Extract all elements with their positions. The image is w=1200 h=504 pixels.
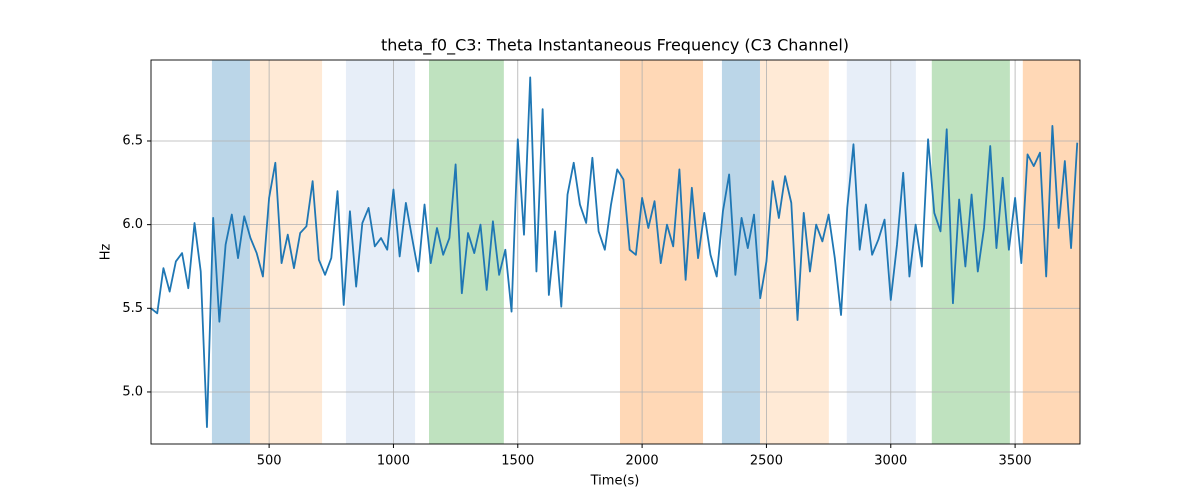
plot-frame bbox=[150, 59, 1081, 445]
y-tick-label: 6.5 bbox=[122, 133, 143, 148]
shaded-span bbox=[721, 60, 760, 444]
x-axis-label: Time(s) bbox=[590, 474, 640, 489]
shaded-span bbox=[345, 60, 416, 444]
y-tick-label: 5.0 bbox=[122, 384, 143, 399]
shaded-span bbox=[249, 60, 323, 444]
shaded-span bbox=[1022, 60, 1080, 444]
x-tick-label: 2000 bbox=[626, 454, 659, 469]
shaded-span bbox=[931, 60, 1010, 444]
x-tick-label: 3000 bbox=[874, 454, 907, 469]
shaded-span bbox=[211, 60, 250, 444]
y-tick-label: 5.5 bbox=[122, 301, 143, 316]
y-tick-label: 6.0 bbox=[122, 217, 143, 232]
x-tick-label: 1500 bbox=[501, 454, 534, 469]
chart-title: theta_f0_C3: Theta Instantaneous Frequen… bbox=[381, 36, 849, 56]
x-tick-label: 2500 bbox=[750, 454, 783, 469]
data-line bbox=[150, 76, 1079, 428]
y-axis-label: Hz bbox=[99, 244, 114, 261]
x-tick-label: 3500 bbox=[999, 454, 1032, 469]
shaded-span bbox=[846, 60, 916, 444]
x-tick-label: 1000 bbox=[377, 454, 410, 469]
x-tick-label: 500 bbox=[257, 454, 282, 469]
